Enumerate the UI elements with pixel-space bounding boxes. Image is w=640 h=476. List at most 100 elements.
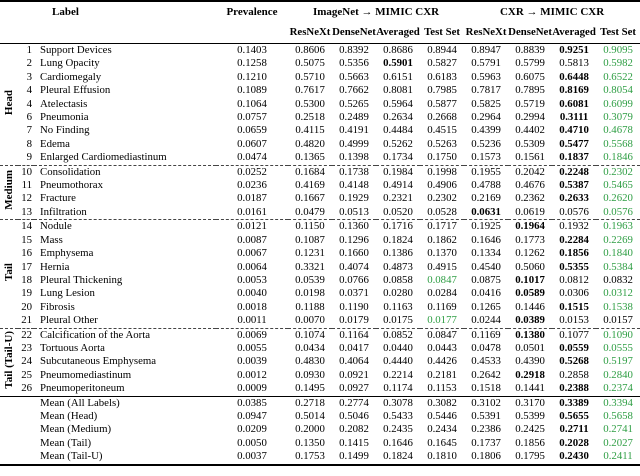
row-group-cell: Medium xyxy=(0,164,18,220)
summary-row: Mean (Head) 0.0947 0.5014 0.5046 0.5433 0.544… xyxy=(0,410,640,423)
row-label: Cardiomegaly xyxy=(40,70,102,83)
cell-cxr-resnext: 0.0875 xyxy=(471,273,501,286)
table-row: Tail 14 Nodule 0.0121 0.1150 0.1360 0.1716 0.17… xyxy=(0,219,640,329)
table-row: 17 Hernia 0.0064 0.3321 0.4074 0.4873 0.4915 0.… xyxy=(0,261,640,274)
cell-imagenet-testset: 0.1717 xyxy=(420,219,465,234)
cell-imagenet-averaged: 0.1716 xyxy=(376,219,421,234)
cell-cxr-resnext: 0.2169 xyxy=(471,192,501,205)
cell-imagenet-averaged: 0.3078 xyxy=(376,395,421,410)
cell-imagenet-averaged: 0.8081 xyxy=(383,84,413,97)
cell-cxr-resnext: 0.4540 xyxy=(471,260,501,273)
cell-imagenet-densenet: 0.2082 xyxy=(339,423,369,436)
cell-imagenet-testset: 0.4515 xyxy=(427,124,457,137)
cell-imagenet-densenet: 0.1499 xyxy=(332,450,377,466)
row-label: Emphysema xyxy=(40,247,94,260)
row-rank xyxy=(18,423,34,436)
cell-imagenet-testset: 0.4915 xyxy=(427,260,457,273)
cell-imagenet-testset: 0.1645 xyxy=(427,436,457,449)
row-label: Support Devices xyxy=(40,44,112,56)
cell-imagenet-resnext: 0.5075 xyxy=(295,57,325,70)
column-group-imagenet-to-mimic: ImageNet → MIMIC CXR xyxy=(312,6,440,18)
cell-cxr-densenet: 0.7895 xyxy=(515,84,545,97)
row-rank: 23 xyxy=(21,341,32,354)
row-prevalence: 0.0053 xyxy=(237,273,267,286)
cell-cxr-densenet: 0.1795 xyxy=(508,450,553,466)
summary-row: Mean (Tail-U) 0.0037 0.1753 0.1499 0.1824 0.1… xyxy=(0,450,640,466)
cell-cxr-testset: 0.0576 xyxy=(603,205,633,218)
cell-imagenet-densenet: 0.0371 xyxy=(339,287,369,300)
row-label: Enlarged Cardiomediastinum xyxy=(40,151,167,164)
cell-cxr-densenet: 0.1441 xyxy=(515,382,545,395)
cell-imagenet-averaged: 0.4914 xyxy=(383,179,413,192)
cell-cxr-resnext: 0.5963 xyxy=(471,70,501,83)
row-prevalence: 0.0039 xyxy=(237,355,267,368)
cell-cxr-testset: 0.5465 xyxy=(603,179,633,192)
table-row: 19 Lung Lesion 0.0040 0.0198 0.0371 0.0280 0.0… xyxy=(0,287,640,300)
column-header-cxr-resnext: ResNeXt xyxy=(464,26,509,44)
cell-cxr-densenet: 0.5719 xyxy=(515,97,545,110)
cell-cxr-averaged: 0.1932 xyxy=(552,219,597,234)
cell-cxr-averaged: 0.6448 xyxy=(559,70,589,83)
cell-cxr-resnext: 0.5236 xyxy=(471,137,501,150)
cell-imagenet-densenet: 0.0927 xyxy=(339,382,369,395)
cell-cxr-averaged: 0.5477 xyxy=(559,137,589,150)
cell-imagenet-testset: 0.0443 xyxy=(427,341,457,354)
row-label: Mean (Tail-U) xyxy=(34,450,217,466)
cell-cxr-densenet: 0.5060 xyxy=(515,260,545,273)
cell-imagenet-averaged: 0.2634 xyxy=(383,111,413,124)
table-row: 13 Infiltration 0.0161 0.0479 0.0513 0.0520 0.… xyxy=(0,206,640,220)
row-label: Hernia xyxy=(40,260,70,273)
cell-cxr-averaged: 0.9251 xyxy=(559,44,589,56)
cell-cxr-testset: 0.5384 xyxy=(603,260,633,273)
row-prevalence: 0.1403 xyxy=(237,44,267,56)
cell-imagenet-densenet: 0.1360 xyxy=(332,219,377,234)
cell-cxr-densenet: 0.4676 xyxy=(515,179,545,192)
cell-cxr-averaged: 0.5355 xyxy=(559,260,589,273)
cell-cxr-testset: 0.2620 xyxy=(603,192,633,205)
cell-imagenet-resnext: 0.3321 xyxy=(295,260,325,273)
row-label: Fibrosis xyxy=(40,300,75,313)
cell-imagenet-resnext: 0.0539 xyxy=(295,273,325,286)
cell-imagenet-testset: 0.7985 xyxy=(427,84,457,97)
cell-cxr-averaged: 0.0153 xyxy=(559,314,589,327)
cell-imagenet-averaged: 0.4440 xyxy=(383,355,413,368)
cell-cxr-testset: 0.8054 xyxy=(603,84,633,97)
row-prevalence: 0.0474 xyxy=(237,151,267,164)
cell-imagenet-densenet: 0.4999 xyxy=(339,137,369,150)
cell-cxr-averaged: 0.5387 xyxy=(559,179,589,192)
cell-imagenet-averaged: 0.0520 xyxy=(383,205,413,218)
cell-imagenet-resnext: 0.0930 xyxy=(295,368,325,381)
row-rank: 21 xyxy=(21,314,32,327)
cell-cxr-averaged: 0.2284 xyxy=(559,233,589,246)
row-prevalence: 0.0121 xyxy=(216,219,289,234)
cell-imagenet-densenet: 0.7662 xyxy=(339,84,369,97)
cell-cxr-testset: 0.1846 xyxy=(603,151,633,164)
row-rank xyxy=(18,437,34,450)
table-row: 7 No Finding 0.0659 0.4115 0.4191 0.4484 0.451… xyxy=(0,124,640,137)
row-rank: 11 xyxy=(21,179,32,192)
row-prevalence: 0.0012 xyxy=(237,368,267,381)
summary-row: Mean (Medium) 0.0209 0.2000 0.2082 0.2435 0.2… xyxy=(0,423,640,436)
cell-imagenet-averaged: 0.4873 xyxy=(383,260,413,273)
cell-cxr-densenet: 0.6075 xyxy=(515,70,545,83)
cell-imagenet-resnext: 0.2000 xyxy=(295,423,325,436)
row-label: Edema xyxy=(40,137,70,150)
cell-imagenet-testset: 0.1810 xyxy=(420,450,465,466)
row-prevalence: 0.1210 xyxy=(237,70,267,83)
cell-cxr-resnext: 0.0244 xyxy=(471,314,501,327)
row-rank: 3 xyxy=(26,70,32,83)
results-table: Label Prevalence ImageNet → MIMIC CXR CX… xyxy=(0,0,640,466)
cell-imagenet-resnext: 0.1365 xyxy=(295,151,325,164)
cell-cxr-resnext: 0.1806 xyxy=(464,450,509,466)
cell-cxr-averaged: 0.0559 xyxy=(559,341,589,354)
cell-imagenet-densenet: 0.0766 xyxy=(339,273,369,286)
row-prevalence: 0.1064 xyxy=(237,97,267,110)
cell-cxr-testset: 0.2027 xyxy=(603,436,633,449)
cell-imagenet-testset: 0.1153 xyxy=(427,382,457,395)
cell-cxr-densenet: 0.2994 xyxy=(515,111,545,124)
cell-cxr-densenet: 0.2918 xyxy=(515,368,545,381)
cell-imagenet-densenet: 0.4148 xyxy=(339,179,369,192)
cell-imagenet-resnext: 0.7617 xyxy=(295,84,325,97)
cell-imagenet-densenet: 0.4074 xyxy=(339,260,369,273)
row-label: Fracture xyxy=(40,192,76,205)
